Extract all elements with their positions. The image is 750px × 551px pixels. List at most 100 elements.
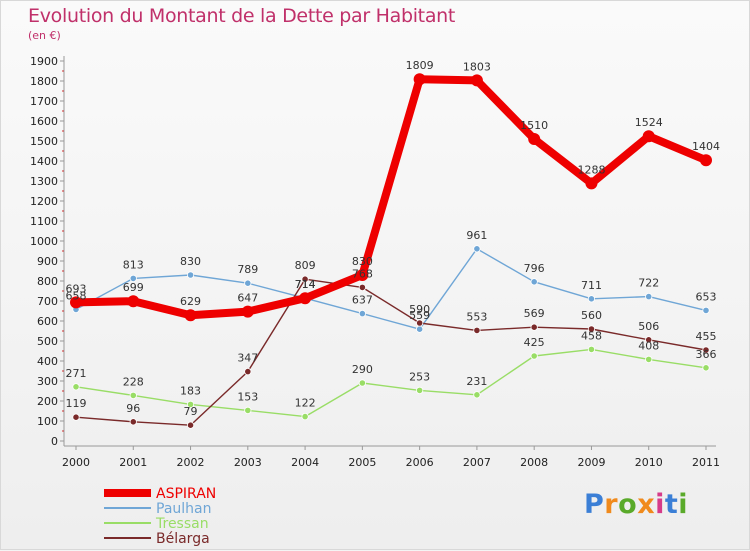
data-label-paulhan: 830 xyxy=(180,255,201,268)
data-point-aspiran xyxy=(70,296,82,309)
x-tick-label: 2011 xyxy=(692,456,720,469)
brand-letter: i xyxy=(678,489,689,520)
series-line-tressan xyxy=(75,348,707,418)
x-tick-label: 2003 xyxy=(234,456,262,469)
brand-letter: t xyxy=(664,489,679,520)
data-point-paulhan xyxy=(587,295,596,303)
data-point-bélarga xyxy=(702,346,710,354)
data-point-paulhan xyxy=(186,271,195,279)
data-label-tressan: 271 xyxy=(66,367,87,380)
y-tick-label: 200 xyxy=(37,395,58,408)
data-point-tressan xyxy=(72,383,80,391)
data-label-bélarga: 119 xyxy=(66,397,87,410)
data-label-aspiran: 1288 xyxy=(577,163,605,176)
chart-title: Evolution du Montant de la Dette par Hab… xyxy=(28,5,456,27)
data-label-paulhan: 637 xyxy=(352,294,373,307)
data-label-tressan: 228 xyxy=(123,375,144,388)
data-label-bélarga: 590 xyxy=(409,303,430,316)
brand-letter: x xyxy=(637,489,656,520)
y-tick-label: 1400 xyxy=(30,155,58,168)
y-tick-label: 1300 xyxy=(30,175,58,188)
data-point-paulhan xyxy=(129,274,137,282)
data-point-aspiran xyxy=(413,73,426,86)
y-tick-label: 500 xyxy=(37,335,58,348)
data-label-tressan: 122 xyxy=(295,397,316,410)
y-tick-label: 400 xyxy=(37,355,58,368)
legend-label-tressan: Tressan xyxy=(155,516,209,532)
data-point-aspiran xyxy=(299,292,312,305)
data-label-bélarga: 347 xyxy=(237,352,258,365)
x-tick-label: 2000 xyxy=(62,456,90,469)
data-label-tressan: 290 xyxy=(352,363,373,376)
y-tick-label: 0 xyxy=(51,435,58,448)
data-label-tressan: 425 xyxy=(524,336,545,349)
data-label-tressan: 183 xyxy=(180,384,201,397)
legend-label-paulhan: Paulhan xyxy=(156,501,211,517)
y-tick-label: 600 xyxy=(37,315,58,328)
data-label-paulhan: 813 xyxy=(123,258,144,271)
x-tick-label: 2009 xyxy=(577,456,605,469)
x-tick-label: 2010 xyxy=(635,456,663,469)
data-label-aspiran: 1524 xyxy=(635,116,663,129)
data-label-bélarga: 506 xyxy=(638,320,659,333)
data-point-tressan xyxy=(645,355,653,363)
data-label-paulhan: 796 xyxy=(524,262,545,275)
data-point-aspiran xyxy=(470,74,483,87)
data-point-paulhan xyxy=(645,292,653,301)
data-label-bélarga: 809 xyxy=(295,259,316,272)
data-point-bélarga xyxy=(645,336,653,344)
data-label-paulhan: 789 xyxy=(237,263,258,276)
data-point-paulhan xyxy=(358,309,366,318)
data-label-tressan: 408 xyxy=(638,339,659,352)
x-tick-label: 2004 xyxy=(291,456,319,469)
data-point-bélarga xyxy=(530,323,538,331)
x-tick-label: 2005 xyxy=(348,456,376,469)
brand-letter: o xyxy=(618,489,638,520)
data-point-bélarga xyxy=(186,421,195,429)
data-label-bélarga: 553 xyxy=(466,310,487,323)
data-label-paulhan: 653 xyxy=(696,290,717,303)
x-tick-label: 2007 xyxy=(463,456,491,469)
data-label-paulhan: 722 xyxy=(638,277,659,290)
data-point-bélarga xyxy=(358,283,366,291)
legend-label-bélarga: Bélarga xyxy=(156,531,210,547)
x-tick-label: 2008 xyxy=(520,456,548,469)
x-tick-label: 2002 xyxy=(177,456,205,469)
data-label-paulhan: 658 xyxy=(66,289,87,302)
data-label-tressan: 231 xyxy=(466,375,487,388)
data-label-aspiran: 699 xyxy=(123,281,144,294)
data-point-tressan xyxy=(473,391,481,399)
y-tick-label: 1600 xyxy=(30,115,58,128)
y-tick-label: 900 xyxy=(37,255,58,268)
data-label-bélarga: 79 xyxy=(184,405,198,418)
data-point-tressan xyxy=(129,391,137,399)
y-tick-label: 700 xyxy=(37,295,58,308)
y-tick-label: 1000 xyxy=(30,235,58,248)
brand-letter: P xyxy=(584,489,605,520)
data-label-tressan: 253 xyxy=(409,370,430,383)
data-label-bélarga: 768 xyxy=(352,267,373,280)
data-label-aspiran: 830 xyxy=(352,255,373,268)
y-tick-label: 1900 xyxy=(30,55,58,68)
data-point-bélarga xyxy=(301,275,309,283)
data-point-paulhan xyxy=(244,279,252,287)
data-point-bélarga xyxy=(72,413,80,421)
data-label-paulhan: 711 xyxy=(581,279,602,292)
data-label-aspiran: 714 xyxy=(295,278,316,291)
data-point-aspiran xyxy=(585,177,598,190)
data-point-tressan xyxy=(587,345,596,353)
x-tick-label: 2001 xyxy=(119,456,147,469)
data-label-bélarga: 455 xyxy=(696,330,717,343)
data-point-bélarga xyxy=(416,319,424,327)
data-point-aspiran xyxy=(528,133,541,145)
data-point-paulhan xyxy=(473,245,481,253)
data-label-tressan: 153 xyxy=(237,390,258,403)
data-point-tressan xyxy=(301,412,309,421)
data-point-bélarga xyxy=(244,367,252,376)
data-point-bélarga xyxy=(587,325,596,333)
series-line-aspiran xyxy=(72,75,710,320)
data-point-aspiran xyxy=(127,295,140,308)
data-point-bélarga xyxy=(473,326,481,334)
